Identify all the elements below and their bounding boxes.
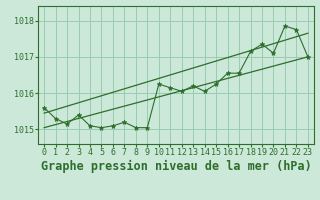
X-axis label: Graphe pression niveau de la mer (hPa): Graphe pression niveau de la mer (hPa) (41, 160, 311, 173)
